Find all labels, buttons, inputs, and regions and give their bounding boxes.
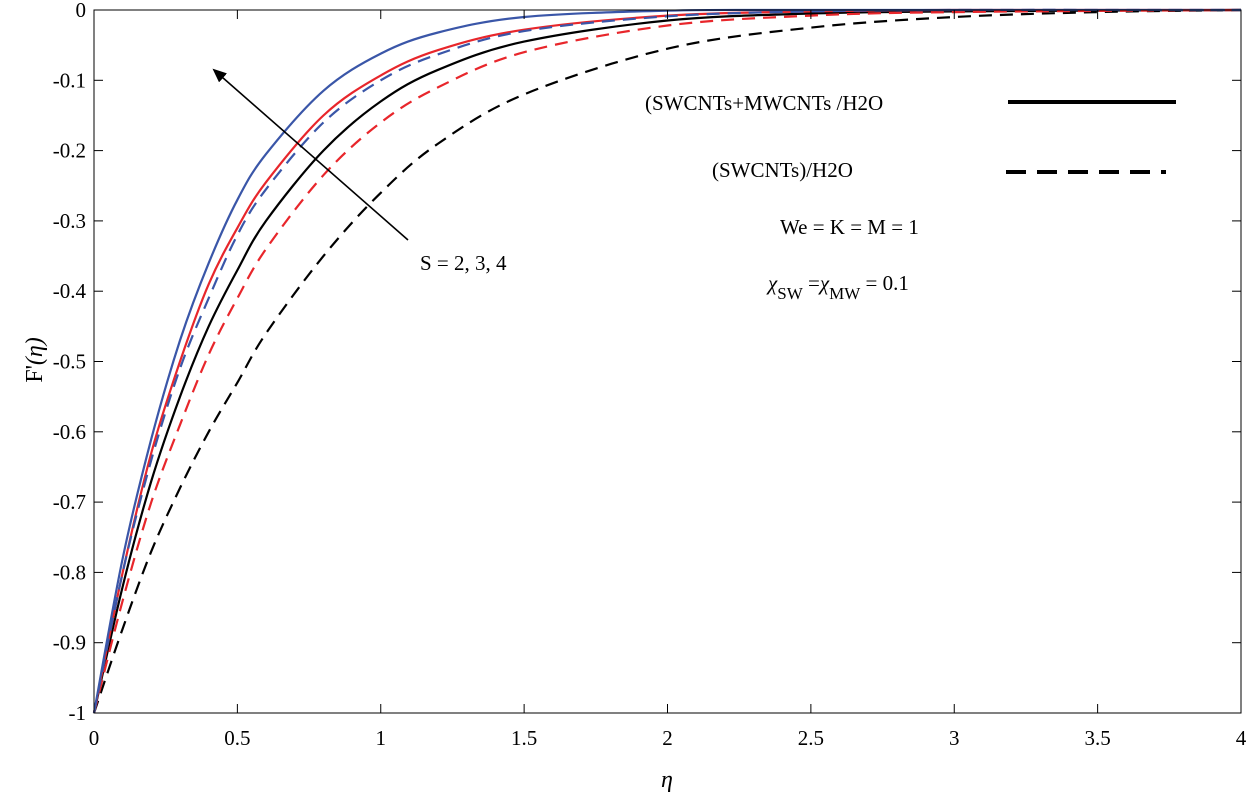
legend: (SWCNTs+MWCNTs /H2O (SWCNTs)/H2O bbox=[645, 91, 1176, 182]
chi-symbol-sw: χ bbox=[766, 271, 778, 295]
chi-annotation: χSW =χMW = 0.1 bbox=[766, 271, 909, 303]
y-tick-label: -1 bbox=[69, 701, 87, 725]
y-tick-label: -0.1 bbox=[53, 68, 86, 92]
chi-equals: = bbox=[803, 271, 820, 295]
legend-label-solid: (SWCNTs+MWCNTs /H2O bbox=[645, 91, 883, 115]
y-axis-title-main: F bbox=[22, 369, 48, 382]
x-tick-label: 1.5 bbox=[511, 726, 537, 750]
y-tick-label: 0 bbox=[76, 0, 87, 22]
x-tick-label: 2.5 bbox=[798, 726, 824, 750]
y-tick-label: -0.4 bbox=[53, 279, 87, 303]
x-tick-label: 3 bbox=[949, 726, 960, 750]
chi-symbol-mw: χ bbox=[818, 271, 830, 295]
series-line-dashed-S4 bbox=[92, 8, 1242, 714]
x-tick-label: 3.5 bbox=[1085, 726, 1111, 750]
series-line-dashed-S3 bbox=[92, 8, 1242, 714]
y-tick-label: -0.6 bbox=[53, 420, 86, 444]
y-axis-title-prime: ' bbox=[22, 365, 48, 369]
plot-frame bbox=[93, 9, 1242, 714]
x-tick-label: 1 bbox=[376, 726, 387, 750]
x-tick-label: 0.5 bbox=[224, 726, 250, 750]
series-layer bbox=[92, 8, 1242, 714]
x-tick-label: 0 bbox=[89, 726, 100, 750]
chi-sub-sw: SW bbox=[777, 284, 803, 303]
arrow-label: S = 2, 3, 4 bbox=[420, 251, 507, 275]
chi-value: = 0.1 bbox=[860, 271, 909, 295]
trend-arrow bbox=[212, 68, 409, 241]
x-tick-label: 4 bbox=[1236, 726, 1247, 750]
y-tick-label: -0.5 bbox=[53, 350, 86, 374]
y-tick-label: -0.9 bbox=[53, 631, 86, 655]
x-tick-label: 2 bbox=[662, 726, 673, 750]
y-tick-label: -0.3 bbox=[53, 209, 86, 233]
chi-sub-mw: MW bbox=[829, 284, 861, 303]
series-line-solid-S2 bbox=[92, 8, 1242, 714]
y-axis-title: F'(η) bbox=[22, 337, 48, 383]
y-tick-label: -0.2 bbox=[53, 139, 86, 163]
legend-label-dashed: (SWCNTs)/H2O bbox=[712, 158, 853, 182]
ticks-layer: 0 0.5 1 1.5 2 2.5 3 3.5 4 0 -0.1 -0.2 -0.3 -0.4 -0.5 -0… bbox=[53, 0, 1247, 750]
params-annotation: We = K = M = 1 bbox=[780, 215, 919, 239]
y-tick-label: -0.8 bbox=[53, 560, 86, 584]
y-axis-title-arg: (η) bbox=[22, 337, 48, 365]
series-line-dashed-S2 bbox=[92, 8, 1242, 714]
x-axis-title: η bbox=[661, 767, 673, 793]
y-tick-label: -0.7 bbox=[53, 490, 86, 514]
